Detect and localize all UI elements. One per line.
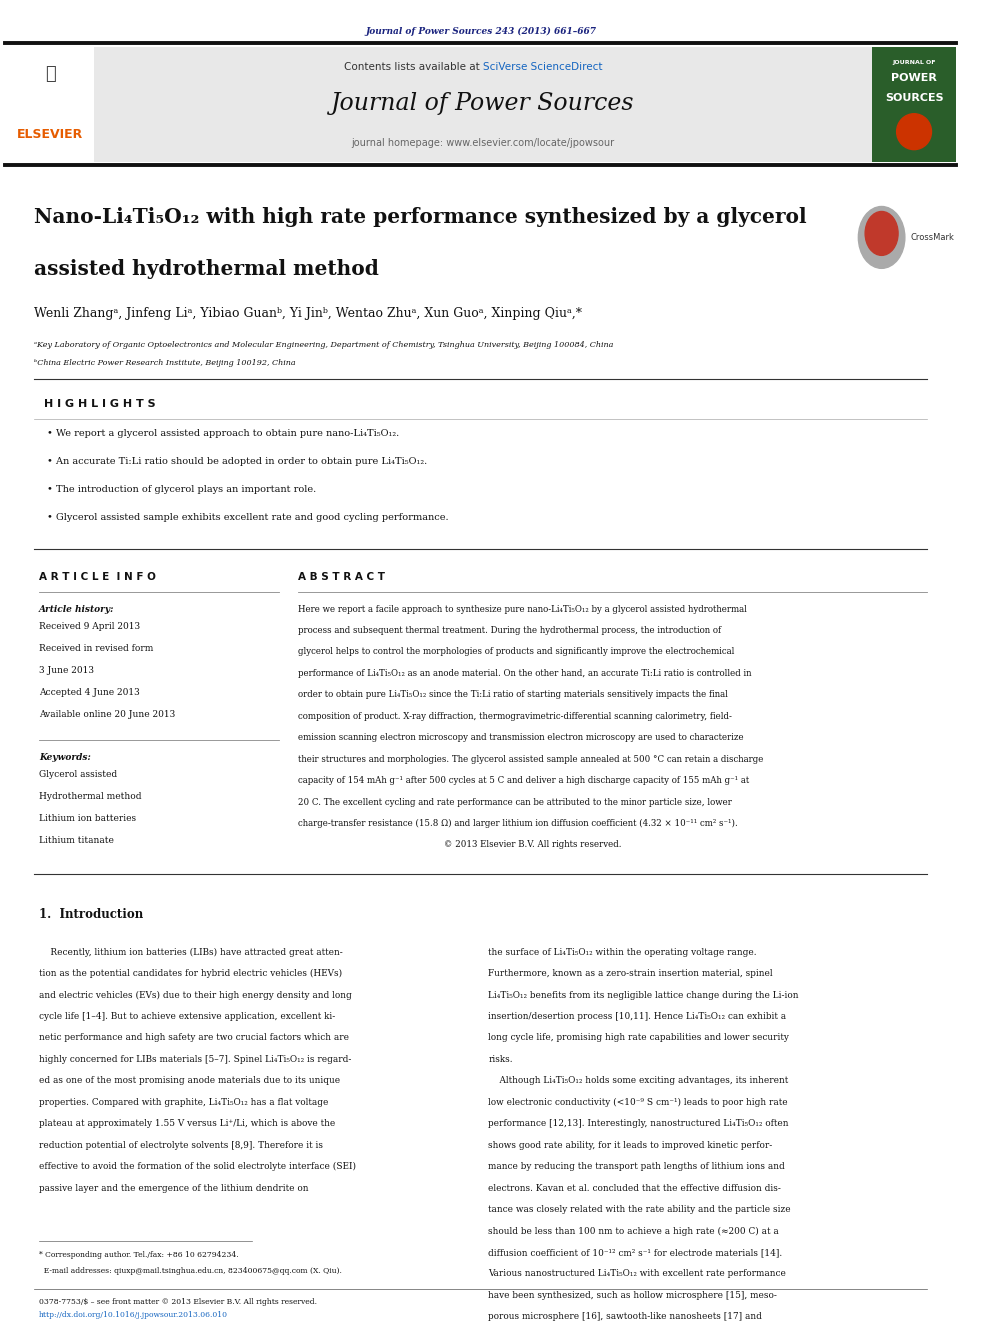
Text: composition of product. X-ray diffraction, thermogravimetric-differential scanni: composition of product. X-ray diffractio… (299, 712, 732, 721)
Text: journal homepage: www.elsevier.com/locate/jpowsour: journal homepage: www.elsevier.com/locat… (351, 138, 614, 148)
Text: SOURCES: SOURCES (885, 93, 943, 103)
Ellipse shape (865, 212, 898, 255)
Text: tion as the potential candidates for hybrid electric vehicles (HEVs): tion as the potential candidates for hyb… (39, 970, 342, 978)
Text: Available online 20 June 2013: Available online 20 June 2013 (39, 710, 175, 720)
Text: ELSEVIER: ELSEVIER (17, 128, 83, 140)
Text: Here we report a facile approach to synthesize pure nano-Li₄Ti₅O₁₂ by a glycerol: Here we report a facile approach to synt… (299, 605, 747, 614)
Text: highly concerned for LIBs materials [5–7]. Spinel Li₄Ti₅O₁₂ is regard-: highly concerned for LIBs materials [5–7… (39, 1054, 351, 1064)
Ellipse shape (858, 206, 905, 269)
Text: effective to avoid the formation of the solid electrolyte interface (SEI): effective to avoid the formation of the … (39, 1162, 356, 1171)
Text: emission scanning electron microscopy and transmission electron microscopy are u: emission scanning electron microscopy an… (299, 733, 744, 742)
Text: Furthermore, known as a zero-strain insertion material, spinel: Furthermore, known as a zero-strain inse… (488, 970, 773, 978)
Text: SciVerse ScienceDirect: SciVerse ScienceDirect (483, 62, 602, 71)
Text: Li₄Ti₅O₁₂ benefits from its negligible lattice change during the Li-ion: Li₄Ti₅O₁₂ benefits from its negligible l… (488, 991, 799, 1000)
Text: ᵃKey Laboratory of Organic Optoelectronics and Molecular Engineering, Department: ᵃKey Laboratory of Organic Optoelectroni… (34, 341, 613, 349)
Text: electrons. Kavan et al. concluded that the effective diffusion dis-: electrons. Kavan et al. concluded that t… (488, 1184, 781, 1192)
Text: Received in revised form: Received in revised form (39, 644, 153, 654)
Text: Accepted 4 June 2013: Accepted 4 June 2013 (39, 688, 140, 697)
Text: ed as one of the most promising anode materials due to its unique: ed as one of the most promising anode ma… (39, 1077, 340, 1085)
Text: glycerol helps to control the morphologies of products and significantly improve: glycerol helps to control the morphologi… (299, 647, 735, 656)
Text: mance by reducing the transport path lengths of lithium ions and: mance by reducing the transport path len… (488, 1162, 785, 1171)
Text: their structures and morphologies. The glycerol assisted sample annealed at 500 : their structures and morphologies. The g… (299, 754, 764, 763)
Text: diffusion coefficient of 10⁻¹² cm² s⁻¹ for electrode materials [14].: diffusion coefficient of 10⁻¹² cm² s⁻¹ f… (488, 1248, 783, 1257)
Text: • An accurate Ti:Li ratio should be adopted in order to obtain pure Li₄Ti₅O₁₂.: • An accurate Ti:Li ratio should be adop… (47, 456, 427, 466)
Text: Wenli Zhangᵃ, Jinfeng Liᵃ, Yibiao Guanᵇ, Yi Jinᵇ, Wentao Zhuᵃ, Xun Guoᵃ, Xinping: Wenli Zhangᵃ, Jinfeng Liᵃ, Yibiao Guanᵇ,… (34, 307, 582, 320)
Text: • The introduction of glycerol plays an important role.: • The introduction of glycerol plays an … (47, 484, 315, 493)
Text: netic performance and high safety are two crucial factors which are: netic performance and high safety are tw… (39, 1033, 349, 1043)
Text: A R T I C L E  I N F O: A R T I C L E I N F O (39, 572, 156, 582)
Text: 3 June 2013: 3 June 2013 (39, 667, 94, 675)
Text: A B S T R A C T: A B S T R A C T (299, 572, 385, 582)
Text: performance of Li₄Ti₅O₁₂ as an anode material. On the other hand, an accurate Ti: performance of Li₄Ti₅O₁₂ as an anode mat… (299, 669, 752, 677)
Text: Nano-Li₄Ti₅O₁₂ with high rate performance synthesized by a glycerol: Nano-Li₄Ti₅O₁₂ with high rate performanc… (34, 208, 806, 228)
Bar (94, 46, 872, 161)
Text: Although Li₄Ti₅O₁₂ holds some exciting advantages, its inherent: Although Li₄Ti₅O₁₂ holds some exciting a… (488, 1077, 789, 1085)
Text: H I G H L I G H T S: H I G H L I G H T S (44, 400, 155, 409)
Text: Received 9 April 2013: Received 9 April 2013 (39, 623, 140, 631)
Text: Contents lists available at: Contents lists available at (344, 62, 483, 71)
Text: insertion/desertion process [10,11]. Hence Li₄Ti₅O₁₂ can exhibit a: insertion/desertion process [10,11]. Hen… (488, 1012, 787, 1021)
Text: process and subsequent thermal treatment. During the hydrothermal process, the i: process and subsequent thermal treatment… (299, 626, 721, 635)
Text: http://dx.doi.org/10.1016/j.jpowsour.2013.06.010: http://dx.doi.org/10.1016/j.jpowsour.201… (39, 1311, 228, 1319)
Text: • We report a glycerol assisted approach to obtain pure nano-Li₄Ti₅O₁₂.: • We report a glycerol assisted approach… (47, 429, 399, 438)
Text: * Corresponding author. Tel./fax: +86 10 62794234.: * Corresponding author. Tel./fax: +86 10… (39, 1252, 238, 1259)
Text: properties. Compared with graphite, Li₄Ti₅O₁₂ has a flat voltage: properties. Compared with graphite, Li₄T… (39, 1098, 328, 1107)
Text: Hydrothermal method: Hydrothermal method (39, 792, 141, 800)
Text: assisted hydrothermal method: assisted hydrothermal method (34, 259, 379, 279)
Text: © 2013 Elsevier B.V. All rights reserved.: © 2013 Elsevier B.V. All rights reserved… (299, 840, 622, 849)
Text: 1.  Introduction: 1. Introduction (39, 908, 143, 921)
Text: • Glycerol assisted sample exhibits excellent rate and good cycling performance.: • Glycerol assisted sample exhibits exce… (47, 513, 448, 521)
Text: Journal of Power Sources: Journal of Power Sources (331, 91, 635, 115)
Text: Article history:: Article history: (39, 605, 114, 614)
Text: Various nanostructured Li₄Ti₅O₁₂ with excellent rate performance: Various nanostructured Li₄Ti₅O₁₂ with ex… (488, 1269, 786, 1278)
Text: POWER: POWER (891, 73, 937, 83)
Text: order to obtain pure Li₄Ti₅O₁₂ since the Ti:Li ratio of starting materials sensi: order to obtain pure Li₄Ti₅O₁₂ since the… (299, 691, 728, 700)
Text: porous microsphere [16], sawtooth-like nanosheets [17] and: porous microsphere [16], sawtooth-like n… (488, 1312, 762, 1322)
Text: Lithium ion batteries: Lithium ion batteries (39, 814, 136, 823)
Text: Lithium titanate: Lithium titanate (39, 836, 114, 845)
Text: should be less than 100 nm to achieve a high rate (≈200 C) at a: should be less than 100 nm to achieve a … (488, 1226, 779, 1236)
Text: Keywords:: Keywords: (39, 753, 90, 762)
Text: E-mail addresses: qiuxp@mail.tsinghua.edu.cn, 823400675@qq.com (X. Qiu).: E-mail addresses: qiuxp@mail.tsinghua.ed… (39, 1267, 341, 1275)
Text: reduction potential of electrolyte solvents [8,9]. Therefore it is: reduction potential of electrolyte solve… (39, 1140, 322, 1150)
Text: the surface of Li₄Ti₅O₁₂ within the operating voltage range.: the surface of Li₄Ti₅O₁₂ within the oper… (488, 947, 757, 957)
Text: Journal of Power Sources 243 (2013) 661–667: Journal of Power Sources 243 (2013) 661–… (365, 26, 596, 36)
Text: shows good rate ability, for it leads to improved kinetic perfor-: shows good rate ability, for it leads to… (488, 1140, 773, 1150)
Text: Glycerol assisted: Glycerol assisted (39, 770, 117, 779)
Circle shape (897, 114, 931, 149)
Text: ᵇChina Electric Power Research Institute, Beijing 100192, China: ᵇChina Electric Power Research Institute… (34, 359, 296, 366)
Text: long cycle life, promising high rate capabilities and lower security: long cycle life, promising high rate cap… (488, 1033, 790, 1043)
Text: Recently, lithium ion batteries (LIBs) have attracted great atten-: Recently, lithium ion batteries (LIBs) h… (39, 947, 342, 957)
Text: low electronic conductivity (<10⁻⁹ S cm⁻¹) leads to poor high rate: low electronic conductivity (<10⁻⁹ S cm⁻… (488, 1098, 788, 1107)
Text: tance was closely related with the rate ability and the particle size: tance was closely related with the rate … (488, 1205, 791, 1215)
Text: performance [12,13]. Interestingly, nanostructured Li₄Ti₅O₁₂ often: performance [12,13]. Interestingly, nano… (488, 1119, 789, 1129)
Text: plateau at approximately 1.55 V versus Li⁺/Li, which is above the: plateau at approximately 1.55 V versus L… (39, 1119, 335, 1129)
Text: charge-transfer resistance (15.8 Ω) and larger lithium ion diffusion coefficient: charge-transfer resistance (15.8 Ω) and … (299, 819, 738, 828)
Text: cycle life [1–4]. But to achieve extensive application, excellent ki-: cycle life [1–4]. But to achieve extensi… (39, 1012, 335, 1021)
Text: have been synthesized, such as hollow microsphere [15], meso-: have been synthesized, such as hollow mi… (488, 1291, 777, 1299)
Text: CrossMark: CrossMark (911, 233, 954, 242)
Text: capacity of 154 mAh g⁻¹ after 500 cycles at 5 C and deliver a high discharge cap: capacity of 154 mAh g⁻¹ after 500 cycles… (299, 777, 750, 785)
Text: 20 C. The excellent cycling and rate performance can be attributed to the minor : 20 C. The excellent cycling and rate per… (299, 798, 732, 807)
Text: risks.: risks. (488, 1054, 513, 1064)
Text: and electric vehicles (EVs) due to their high energy density and long: and electric vehicles (EVs) due to their… (39, 991, 351, 1000)
Text: passive layer and the emergence of the lithium dendrite on: passive layer and the emergence of the l… (39, 1184, 309, 1192)
Text: 0378-7753/$ – see front matter © 2013 Elsevier B.V. All rights reserved.: 0378-7753/$ – see front matter © 2013 El… (39, 1298, 316, 1306)
Text: 🌲: 🌲 (45, 65, 56, 83)
Bar (872, 46, 956, 161)
Text: JOURNAL OF: JOURNAL OF (893, 60, 935, 65)
Bar (5, 46, 94, 161)
